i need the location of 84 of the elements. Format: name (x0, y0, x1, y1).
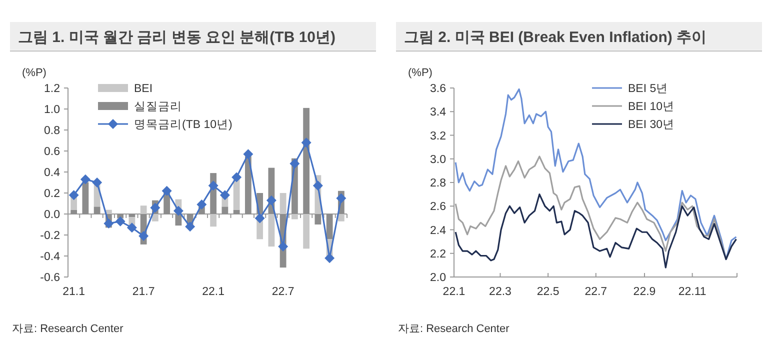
y-tick-label: 0.8 (44, 125, 60, 137)
point (68, 190, 79, 200)
y-tick-label: 2.2 (430, 248, 446, 260)
y-tick-label: 2.6 (430, 201, 446, 214)
bar (152, 214, 158, 222)
point (266, 195, 276, 206)
bar (280, 193, 286, 214)
y-tick-label: 2.0 (430, 272, 446, 284)
legend-label: BEI (134, 83, 153, 95)
x-tick-label: 22.7 (272, 286, 294, 298)
point (220, 190, 230, 200)
y-tick-label: 1.0 (44, 104, 60, 116)
point (232, 172, 242, 182)
x-tick-label: 22.1 (202, 286, 225, 298)
y-tick-label: 3.6 (430, 83, 446, 95)
x-tick-label: 22.11 (678, 286, 706, 298)
y-tick-label: 3.2 (430, 130, 446, 142)
x-tick-label: 22.3 (489, 286, 512, 298)
bar (210, 214, 217, 227)
point (196, 200, 207, 210)
x-tick-label: 21.1 (62, 286, 86, 298)
y-tick-label: 2.4 (430, 224, 447, 237)
y-tick-label: -0.2 (40, 230, 60, 242)
bar (94, 206, 100, 214)
x-tick-label: 22.1 (442, 286, 466, 298)
point (336, 193, 346, 204)
legend-label: BEI 10년 (628, 101, 675, 113)
point (104, 218, 114, 228)
bar (82, 182, 89, 214)
point (150, 202, 160, 213)
y-tick-label: 3.0 (430, 154, 446, 166)
y-tick-label: 0.6 (44, 146, 60, 158)
point (162, 186, 172, 196)
x-tick-label: 22.5 (536, 286, 560, 298)
bar (303, 108, 310, 214)
legend-label: BEI 5년 (628, 83, 668, 95)
y-tick-label: 1.2 (44, 83, 60, 95)
bar (314, 214, 322, 224)
x-tick-label: 22.7 (584, 286, 608, 298)
bar (326, 214, 333, 240)
bar (70, 210, 78, 214)
chart-title: 그림 1. 미국 월간 금리 변동 요인 분해(TB 10년) (18, 29, 336, 46)
chart-title: 그림 2. 미국 BEI (Break Even Inflation) 추이 (404, 29, 707, 46)
y-tick-label: -0.6 (40, 272, 60, 284)
y-tick-label: 2.8 (430, 178, 446, 190)
y-tick-label: 3.4 (430, 106, 447, 119)
point (208, 180, 218, 191)
bar (233, 210, 240, 214)
legend-label: 명목금리(TB 10년) (134, 119, 233, 131)
bar (222, 206, 228, 214)
y-axis-title: (%P) (22, 67, 46, 79)
point (115, 216, 126, 226)
y-tick-label: 0.4 (44, 167, 61, 179)
point (92, 178, 102, 188)
bar (140, 206, 147, 214)
point (80, 174, 90, 184)
point (312, 180, 323, 191)
y-axis-title: (%P) (408, 67, 432, 79)
bar (175, 214, 182, 226)
x-tick-label: 21.7 (132, 286, 155, 298)
point (278, 242, 288, 252)
point (185, 222, 196, 232)
point (243, 149, 254, 160)
bar (303, 214, 310, 249)
line-series (454, 194, 738, 268)
point (254, 213, 265, 224)
point (138, 231, 149, 242)
point (301, 138, 312, 148)
bar (338, 214, 344, 222)
y-tick-label: -0.4 (40, 251, 61, 263)
legend-label: BEI 30년 (628, 119, 675, 131)
text: 자료: Research Center (12, 323, 124, 335)
bar (268, 214, 275, 247)
point (324, 253, 335, 264)
point (126, 222, 137, 233)
bar (128, 214, 136, 218)
point (173, 206, 184, 216)
y-tick-label: 0.0 (44, 209, 60, 221)
text: 자료: Research Center (398, 323, 510, 335)
legend-label: 실질금리 (134, 101, 182, 113)
y-tick-label: 0.2 (44, 188, 60, 200)
bar (291, 214, 298, 220)
point (290, 158, 300, 169)
x-tick-label: 22.9 (633, 286, 656, 298)
